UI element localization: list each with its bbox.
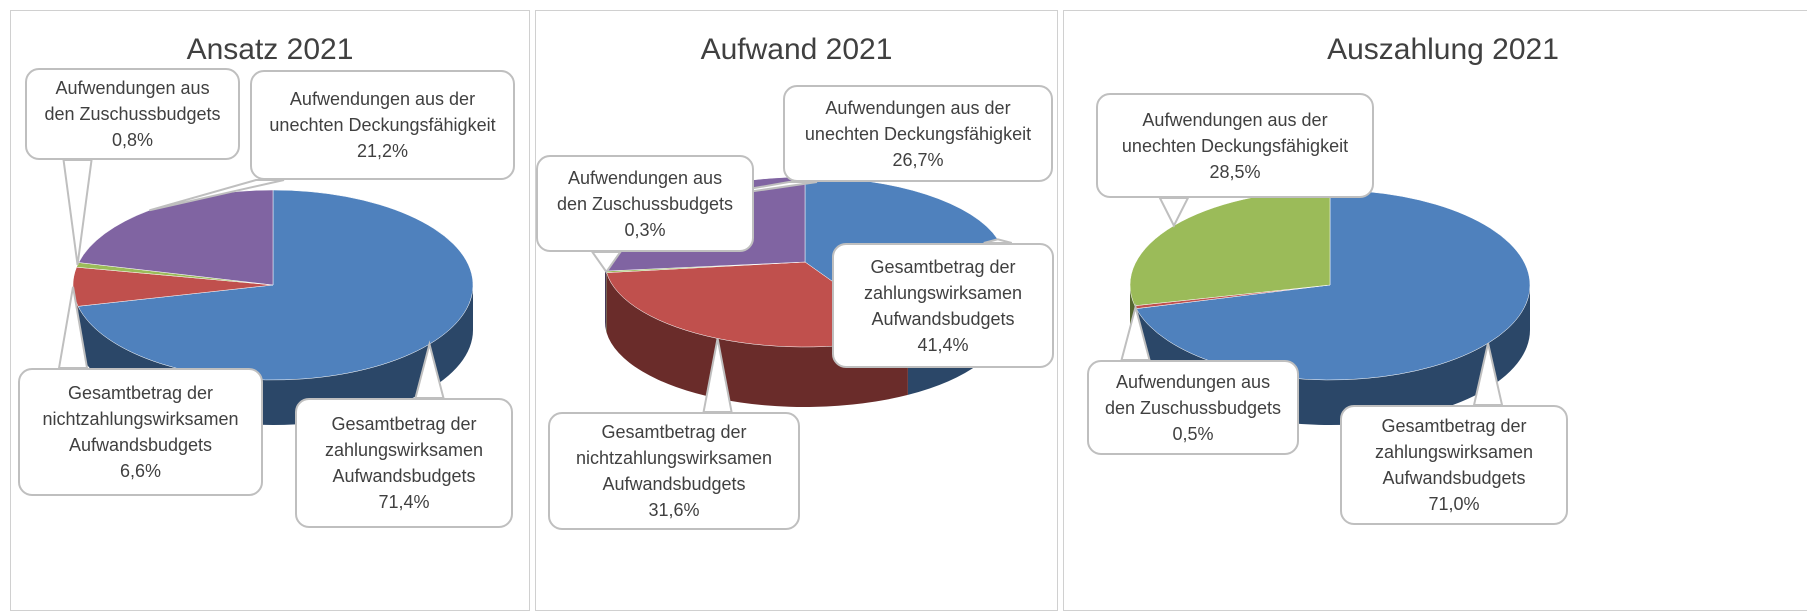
category-label: Gesamtbetrag der zahlungswirksamen Aufwa…: [324, 414, 484, 486]
callout-pointer: [62, 159, 93, 265]
value-label: 0,3%: [624, 219, 666, 240]
value-label: 28,5%: [1209, 161, 1261, 182]
value-label: 31,6%: [648, 500, 700, 520]
category-label: Gesamtbetrag der zahlungswirksamen Aufwa…: [1374, 416, 1534, 488]
category-label: Aufwendungen aus der unechten Deckungsfä…: [804, 97, 1032, 144]
chart-title: Auszahlung 2021: [1327, 33, 1559, 66]
data-label: Aufwendungen aus den Zuschussbudgets 0,8%: [25, 68, 240, 160]
value-label: 6,6%: [119, 461, 162, 481]
data-label: Aufwendungen aus den Zuschussbudgets 0,5%: [1087, 360, 1299, 455]
value-label: 71,4%: [378, 492, 430, 512]
data-label: Aufwendungen aus der unechten Deckungsfä…: [1096, 93, 1374, 198]
category-label: Aufwendungen aus der unechten Deckungsfä…: [1121, 109, 1349, 156]
category-label: Gesamtbetrag der nichtzahlungswirksamen …: [42, 383, 239, 455]
callout-pointer: [1158, 197, 1190, 228]
data-label: Gesamtbetrag der zahlungswirksamen Aufwa…: [1340, 405, 1568, 525]
value-label: 0,5%: [1172, 423, 1214, 444]
chart-panel: Auszahlung 2021: [1063, 10, 1807, 611]
value-label: 26,7%: [892, 149, 944, 170]
slice-side: [606, 272, 908, 407]
category-label: Aufwendungen aus den Zuschussbudgets: [556, 167, 734, 214]
data-label: Gesamtbetrag der zahlungswirksamen Aufwa…: [832, 243, 1054, 368]
data-label: Gesamtbetrag der nichtzahlungswirksamen …: [548, 412, 800, 530]
value-label: 21,2%: [356, 141, 409, 161]
category-label: Aufwendungen aus der unechten Deckungsfä…: [269, 89, 496, 135]
value-label: 41,4%: [917, 334, 969, 355]
value-label: 0,8%: [111, 130, 154, 150]
chart-title: Aufwand 2021: [700, 33, 893, 66]
category-label: Gesamtbetrag der nichtzahlungswirksamen …: [575, 422, 773, 494]
data-label: Gesamtbetrag der nichtzahlungswirksamen …: [18, 368, 263, 496]
data-label: Aufwendungen aus der unechten Deckungsfä…: [783, 85, 1053, 182]
data-label: Aufwendungen aus der unechten Deckungsfä…: [250, 70, 515, 180]
chart-title: Ansatz 2021: [186, 33, 354, 66]
data-label: Gesamtbetrag der zahlungswirksamen Aufwa…: [295, 398, 513, 528]
data-label: Aufwendungen aus den Zuschussbudgets 0,3%: [536, 155, 754, 252]
value-label: 71,0%: [1428, 494, 1480, 514]
category-label: Gesamtbetrag der zahlungswirksamen Aufwa…: [863, 256, 1023, 329]
category-label: Aufwendungen aus den Zuschussbudgets: [1104, 371, 1282, 418]
callout-pointer: [149, 179, 285, 212]
callout-pointer: [590, 251, 623, 274]
category-label: Aufwendungen aus den Zuschussbudgets: [44, 78, 221, 124]
slice-side: [605, 262, 607, 332]
